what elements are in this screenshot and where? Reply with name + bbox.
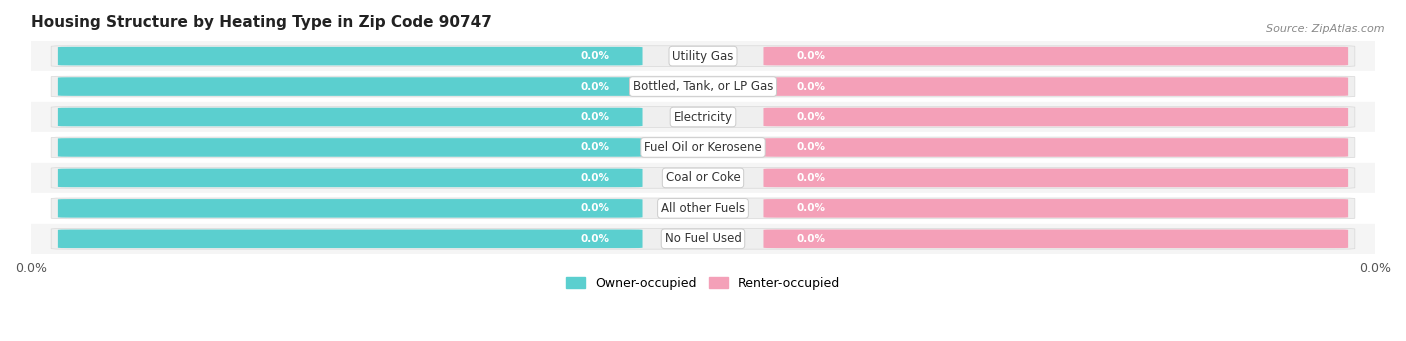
FancyBboxPatch shape [58,199,643,218]
FancyBboxPatch shape [763,168,1348,187]
Text: 0.0%: 0.0% [796,203,825,213]
Text: 0.0%: 0.0% [581,234,610,244]
Text: Housing Structure by Heating Type in Zip Code 90747: Housing Structure by Heating Type in Zip… [31,15,492,30]
FancyBboxPatch shape [58,47,643,65]
FancyBboxPatch shape [58,108,643,126]
FancyBboxPatch shape [51,76,1355,97]
FancyBboxPatch shape [763,229,1348,248]
FancyBboxPatch shape [58,229,643,248]
Text: 0.0%: 0.0% [581,143,610,152]
Bar [31,193,1375,224]
FancyBboxPatch shape [51,198,1355,219]
Text: 0.0%: 0.0% [796,173,825,183]
Bar [31,71,1375,102]
FancyBboxPatch shape [763,199,1348,218]
Text: Electricity: Electricity [673,110,733,123]
FancyBboxPatch shape [58,168,643,187]
Text: Coal or Coke: Coal or Coke [665,172,741,184]
Text: All other Fuels: All other Fuels [661,202,745,215]
Text: 0.0%: 0.0% [796,234,825,244]
Text: 0.0%: 0.0% [796,51,825,61]
Bar [31,224,1375,254]
Text: 0.0%: 0.0% [581,112,610,122]
FancyBboxPatch shape [763,77,1348,96]
FancyBboxPatch shape [51,228,1355,249]
Text: 0.0%: 0.0% [581,203,610,213]
Text: 0.0%: 0.0% [796,143,825,152]
Text: Utility Gas: Utility Gas [672,49,734,63]
Text: Fuel Oil or Kerosene: Fuel Oil or Kerosene [644,141,762,154]
Bar [31,41,1375,71]
FancyBboxPatch shape [51,137,1355,158]
FancyBboxPatch shape [763,108,1348,126]
Text: Bottled, Tank, or LP Gas: Bottled, Tank, or LP Gas [633,80,773,93]
Text: 0.0%: 0.0% [581,51,610,61]
FancyBboxPatch shape [51,107,1355,127]
FancyBboxPatch shape [58,77,643,96]
Text: No Fuel Used: No Fuel Used [665,232,741,245]
Bar [31,132,1375,163]
FancyBboxPatch shape [763,138,1348,157]
Legend: Owner-occupied, Renter-occupied: Owner-occupied, Renter-occupied [561,272,845,295]
FancyBboxPatch shape [58,138,643,157]
Bar [31,163,1375,193]
Text: 0.0%: 0.0% [796,81,825,92]
Text: 0.0%: 0.0% [796,112,825,122]
FancyBboxPatch shape [51,46,1355,66]
Bar [31,102,1375,132]
FancyBboxPatch shape [51,167,1355,188]
Text: 0.0%: 0.0% [581,81,610,92]
Text: Source: ZipAtlas.com: Source: ZipAtlas.com [1267,24,1385,34]
FancyBboxPatch shape [763,47,1348,65]
Text: 0.0%: 0.0% [581,173,610,183]
